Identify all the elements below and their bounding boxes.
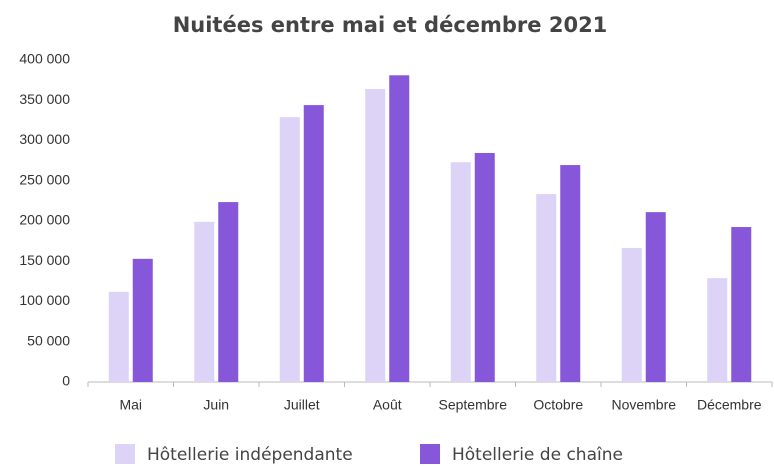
x-tick-label: Août: [373, 397, 402, 413]
x-tick-label: Mai: [119, 397, 142, 413]
bar: [645, 212, 666, 382]
y-tick-label: 50 000: [27, 332, 70, 348]
x-tick-label: Décembre: [697, 397, 762, 413]
x-tick-label: Juin: [203, 397, 229, 413]
x-tick-label: Juillet: [284, 397, 320, 413]
chart-title: Nuitées entre mai et décembre 2021: [173, 13, 608, 37]
legend-swatch: [420, 444, 440, 464]
bar: [621, 247, 642, 382]
x-tick-label: Octobre: [533, 397, 583, 413]
bar: [279, 117, 300, 382]
bar: [365, 88, 386, 382]
bar: [731, 227, 752, 382]
y-tick-label: 350 000: [19, 91, 70, 107]
y-tick-label: 150 000: [19, 252, 70, 268]
legend-swatch: [115, 444, 135, 464]
bar: [474, 152, 495, 382]
x-tick-label: Novembre: [611, 397, 676, 413]
bar: [389, 75, 410, 383]
bar: [560, 165, 581, 382]
y-tick-label: 250 000: [19, 171, 70, 187]
y-tick-label: 100 000: [19, 292, 70, 308]
y-tick-label: 200 000: [19, 212, 70, 228]
legend-label: Hôtellerie de chaîne: [452, 445, 623, 465]
x-tick-label: Septembre: [439, 397, 508, 413]
bar: [108, 291, 129, 382]
bar: [707, 278, 728, 382]
bar: [132, 258, 153, 382]
legend-label: Hôtellerie indépendante: [147, 445, 353, 465]
bar: [450, 162, 471, 382]
bar: [536, 194, 557, 382]
y-tick-label: 0: [62, 373, 70, 389]
bar: [218, 202, 239, 382]
bar: [194, 221, 215, 382]
bar: [303, 105, 324, 382]
y-tick-label: 400 000: [19, 51, 70, 67]
y-tick-label: 300 000: [19, 131, 70, 147]
